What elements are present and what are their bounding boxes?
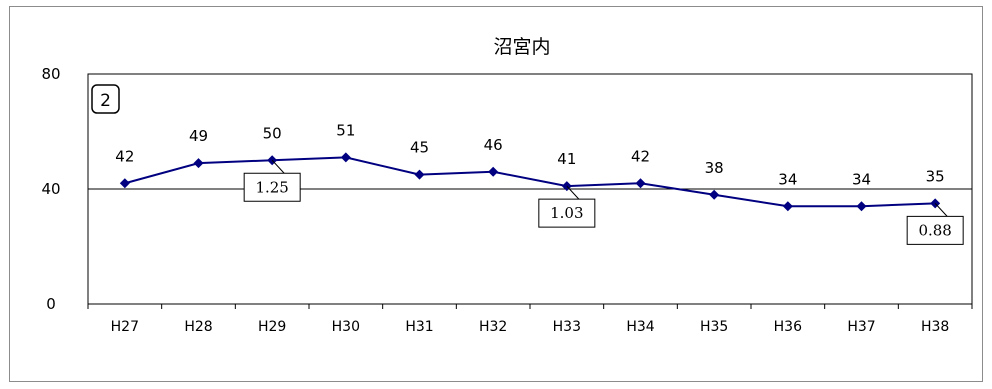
- x-tick-label: H28: [184, 319, 212, 335]
- y-tick-label: 80: [41, 65, 60, 83]
- callout-label: 1.25: [255, 178, 288, 196]
- chart-badge: 2: [91, 84, 120, 114]
- data-label: 51: [336, 121, 355, 139]
- data-point-marker: [782, 201, 793, 212]
- callout-box: [538, 198, 596, 228]
- callout-leader: [934, 203, 948, 217]
- callouts: 1.25 1.03 0.88: [243, 159, 964, 245]
- chart-frame: 沼宮内 0 40 80 H27 H28 H29 H30 H31 H32 H33 H34 H35 H36…: [9, 6, 983, 382]
- data-point-marker: [119, 178, 130, 189]
- callout-label: 1.03: [550, 204, 583, 222]
- data-label: 45: [410, 139, 429, 157]
- data-label: 46: [484, 136, 503, 154]
- x-tick-label: H29: [258, 319, 286, 335]
- data-point-marker: [193, 158, 204, 169]
- data-label: 49: [189, 127, 208, 145]
- x-tick-label: H30: [332, 319, 360, 335]
- data-label: 35: [926, 167, 945, 185]
- data-label: 34: [778, 170, 797, 188]
- y-tick-label: 40: [41, 180, 60, 198]
- data-labels: 42 49 50 51 45 46 41 42 38 34 34 35: [115, 121, 944, 188]
- x-tick-label: H33: [553, 319, 581, 335]
- x-tick-label: H34: [626, 319, 654, 335]
- callout-leader: [271, 159, 285, 174]
- data-point-marker: [340, 152, 351, 163]
- callout-label: 0.88: [918, 221, 951, 239]
- x-tick-label: H27: [111, 319, 139, 335]
- x-tick-label: H37: [847, 319, 875, 335]
- x-tick-label: H32: [479, 319, 507, 335]
- chart-title: 沼宮内: [493, 36, 550, 58]
- badge-box: [91, 84, 120, 114]
- line-chart: 沼宮内 0 40 80 H27 H28 H29 H30 H31 H32 H33 H34 H35 H36…: [41, 36, 973, 335]
- data-label: 34: [852, 170, 871, 188]
- y-tick-label: 0: [46, 295, 56, 313]
- data-point-marker: [414, 169, 425, 180]
- data-label: 42: [631, 147, 650, 165]
- callout-box: [243, 172, 301, 202]
- data-point-marker: [488, 166, 499, 177]
- data-label: 50: [263, 124, 282, 142]
- data-label: 38: [705, 159, 724, 177]
- callout-box: [906, 215, 964, 245]
- badge-label: 2: [100, 91, 111, 111]
- data-point-marker: [709, 189, 720, 200]
- x-tick-label: H31: [405, 319, 433, 335]
- y-axis: 0 40 80: [41, 65, 60, 313]
- x-tick-label: H36: [774, 319, 802, 335]
- data-label: 41: [557, 150, 576, 168]
- x-tick-label: H35: [700, 319, 728, 335]
- series-line: [124, 156, 936, 208]
- data-point-marker: [856, 201, 867, 212]
- data-point-marker: [635, 178, 646, 189]
- x-tick-label: H38: [921, 319, 949, 335]
- data-label: 42: [115, 147, 134, 165]
- x-axis: H27 H28 H29 H30 H31 H32 H33 H34 H35 H36 H37 H38: [87, 304, 973, 335]
- series-line-group: [119, 152, 941, 212]
- callout-leader: [566, 185, 580, 200]
